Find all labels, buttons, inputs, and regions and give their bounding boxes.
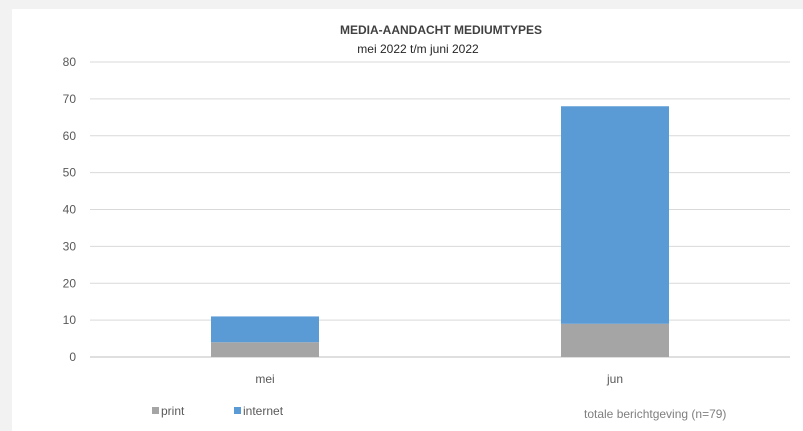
y-tick-label: 60	[63, 129, 77, 143]
legend: print internet	[152, 404, 284, 418]
bar-internet-mei	[211, 316, 319, 343]
legend-label-print: print	[161, 404, 185, 418]
y-tick-label: 70	[63, 92, 77, 106]
total-coverage-note: totale berichtgeving (n=79)	[584, 407, 726, 421]
y-tick-label: 30	[63, 239, 77, 253]
chart-panel: MEDIA-AANDACHT MEDIUMTYPES mei 2022 t/m …	[12, 9, 803, 431]
legend-swatch-internet	[234, 407, 241, 414]
y-tick-label: 80	[63, 55, 77, 69]
gridlines	[90, 61, 790, 358]
y-tick-label: 10	[63, 313, 77, 327]
bar-print-jun	[561, 323, 669, 357]
x-tick-label: jun	[606, 372, 623, 386]
bar-internet-jun	[561, 106, 669, 324]
y-tick-label: 20	[63, 276, 77, 290]
chart-title: MEDIA-AANDACHT MEDIUMTYPES	[340, 23, 542, 37]
legend-label-internet: internet	[243, 404, 284, 418]
y-tick-label: 0	[69, 350, 76, 364]
y-tick-label: 40	[63, 203, 77, 217]
bars	[211, 106, 669, 357]
y-tick-label: 50	[63, 166, 77, 180]
bar-print-mei	[211, 342, 319, 357]
chart-svg: MEDIA-AANDACHT MEDIUMTYPES mei 2022 t/m …	[63, 23, 790, 421]
x-tick-label: mei	[255, 372, 274, 386]
legend-swatch-print	[152, 407, 159, 414]
y-axis-ticks: 0 10 20 30 40 50 60 70 80	[63, 55, 77, 364]
x-axis-ticks: mei jun	[255, 372, 623, 386]
chart-subtitle: mei 2022 t/m juni 2022	[357, 42, 479, 56]
